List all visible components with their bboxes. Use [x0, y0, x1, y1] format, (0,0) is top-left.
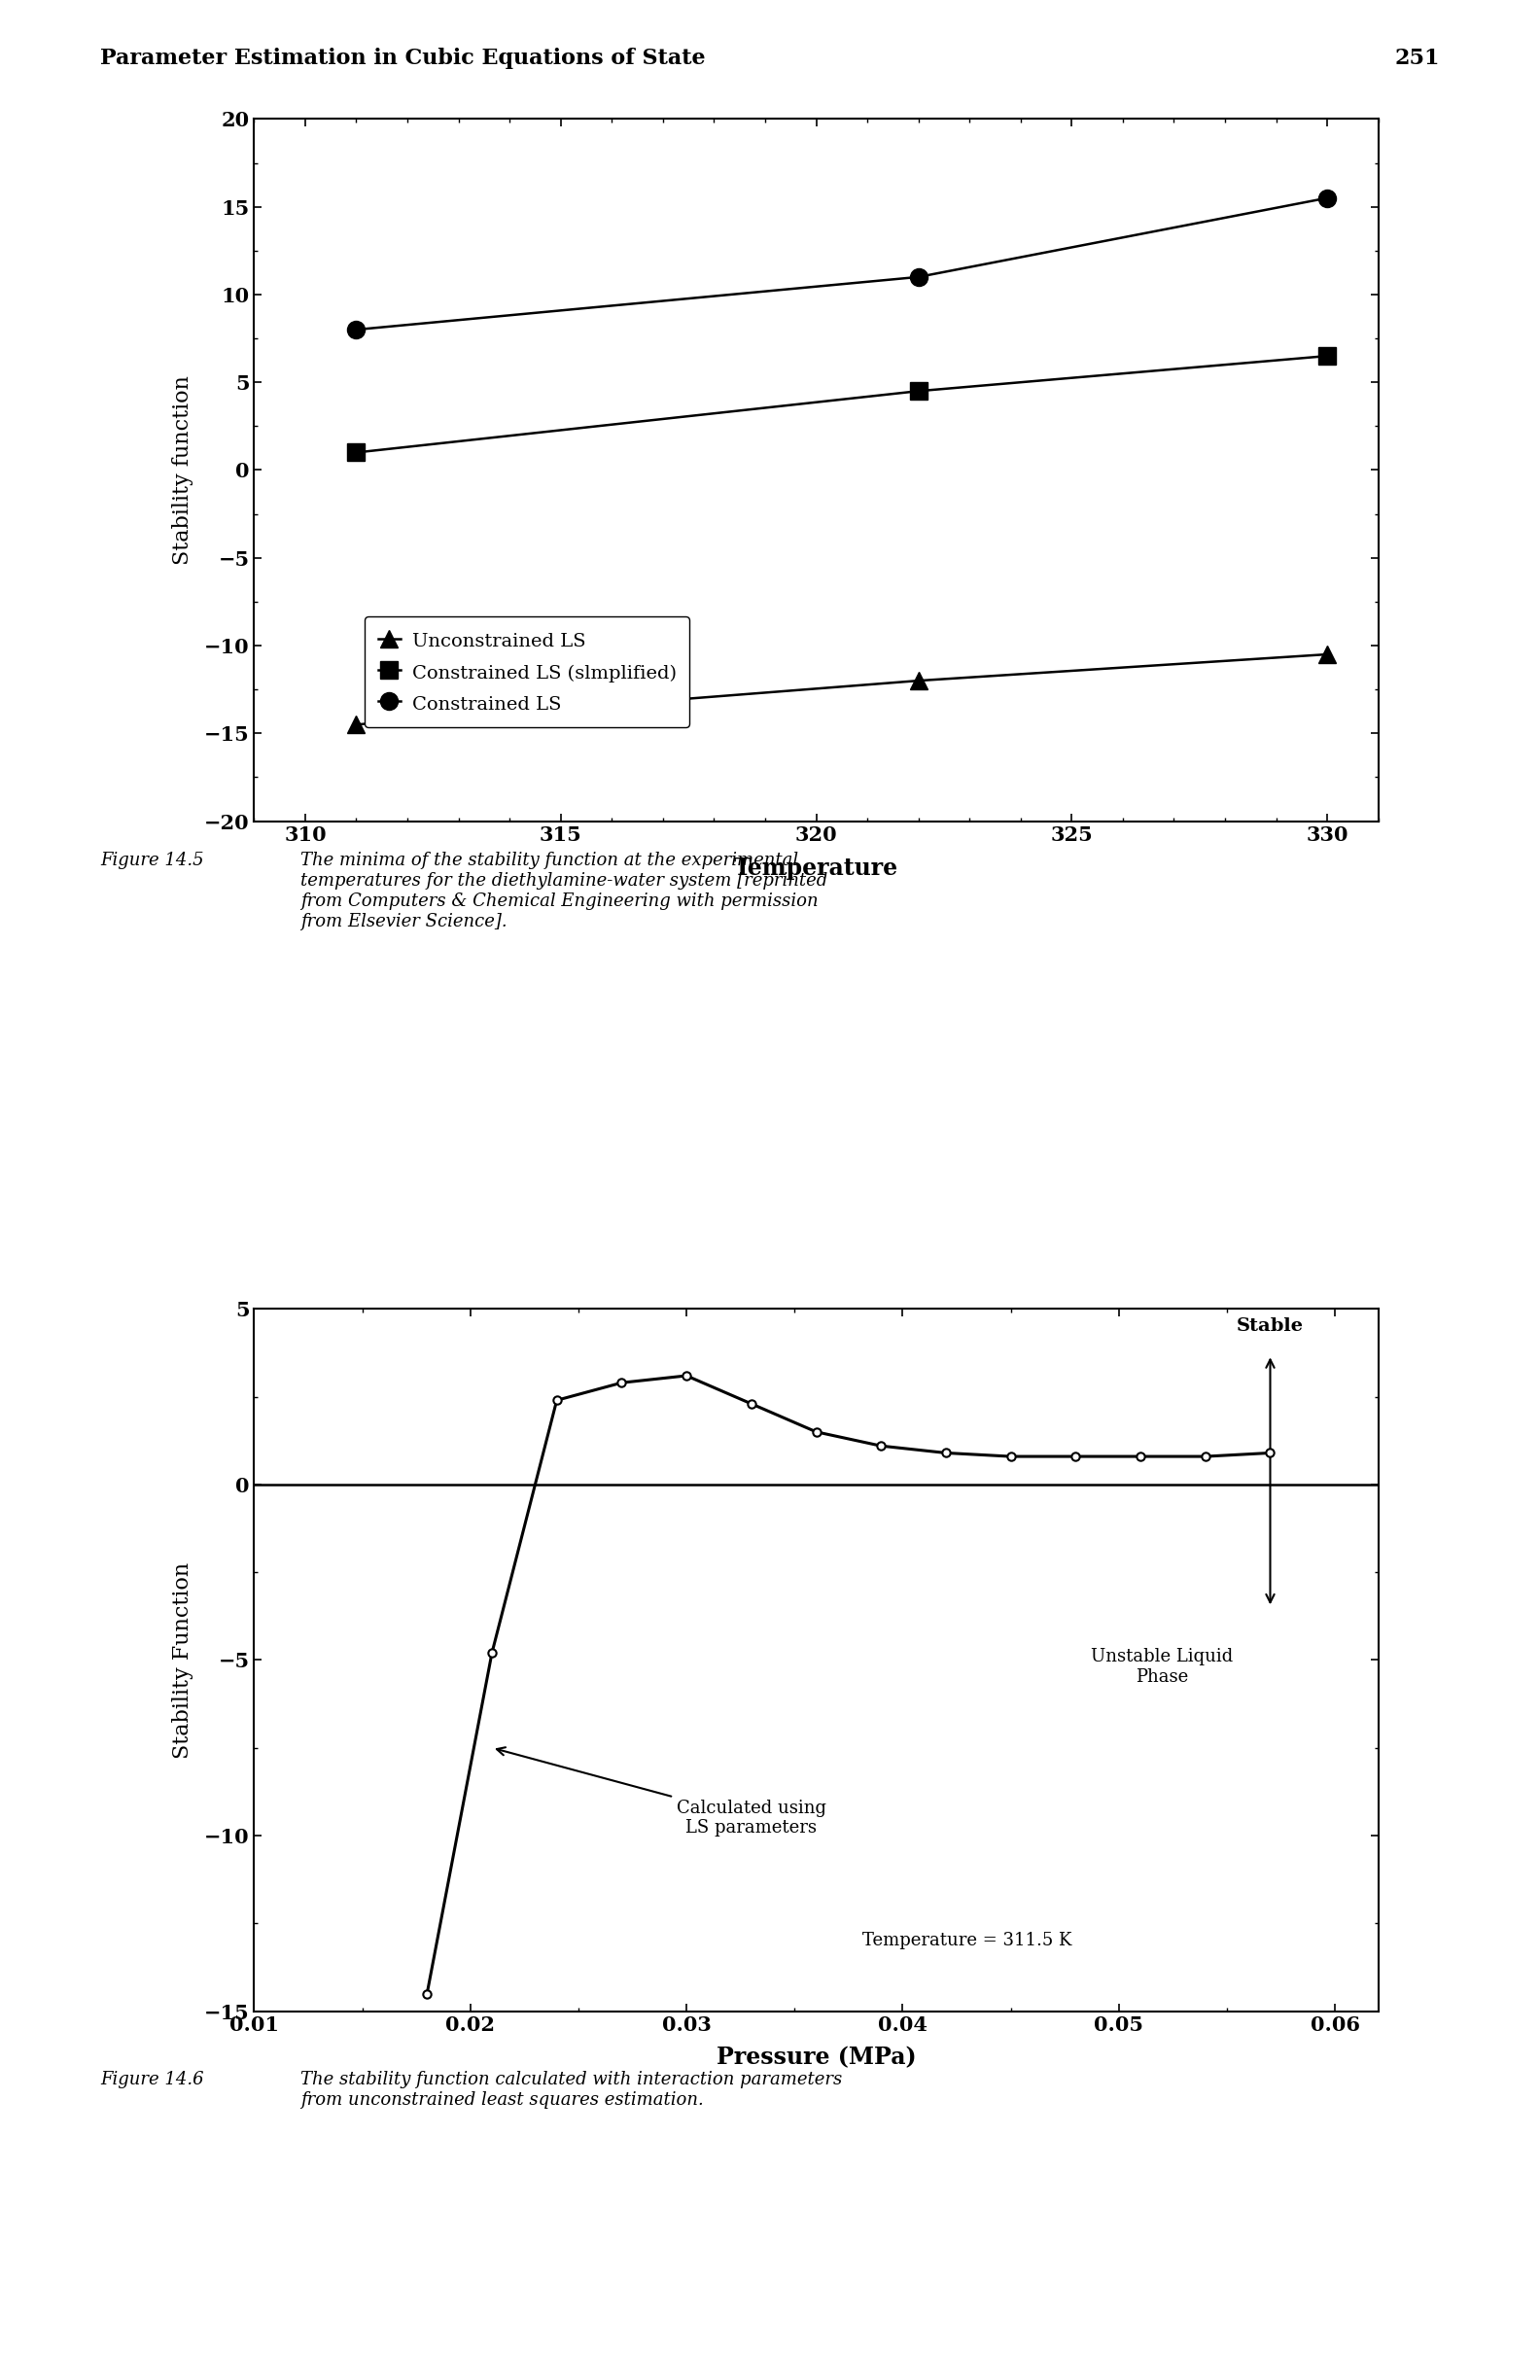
- Text: Parameter Estimation in Cubic Equations of State: Parameter Estimation in Cubic Equations …: [100, 48, 705, 69]
- X-axis label: Temperature: Temperature: [735, 857, 898, 878]
- Y-axis label: Stability Function: Stability Function: [172, 1561, 192, 1759]
- Text: Figure 14.6: Figure 14.6: [100, 2071, 203, 2087]
- X-axis label: Pressure (MPa): Pressure (MPa): [716, 2047, 916, 2068]
- Constrained LS (slmplified): [1318, 343, 1337, 371]
- Constrained LS (slmplified): [909, 376, 927, 405]
- Text: Calculated using
LS parameters: Calculated using LS parameters: [497, 1747, 825, 1837]
- Unconstrained LS: [909, 666, 927, 695]
- Line: Unconstrained LS: Unconstrained LS: [348, 645, 1337, 733]
- Constrained LS: [1318, 183, 1337, 212]
- Text: Unstable Liquid
Phase: Unstable Liquid Phase: [1090, 1649, 1234, 1685]
- Text: The stability function calculated with interaction parameters
from unconstrained: The stability function calculated with i…: [300, 2071, 842, 2109]
- Line: Constrained LS (slmplified): Constrained LS (slmplified): [348, 347, 1337, 462]
- Constrained LS (slmplified): [347, 438, 365, 466]
- Y-axis label: Stability function: Stability function: [172, 376, 192, 564]
- Legend: Unconstrained LS, Constrained LS (slmplified), Constrained LS: Unconstrained LS, Constrained LS (slmpli…: [365, 616, 690, 728]
- Constrained LS: [909, 262, 927, 290]
- Text: Temperature = 311.5 K: Temperature = 311.5 K: [862, 1933, 1072, 1949]
- Text: 251: 251: [1395, 48, 1440, 69]
- Unconstrained LS: [1318, 640, 1337, 669]
- Text: Stable: Stable: [1237, 1319, 1304, 1335]
- Text: Figure 14.5: Figure 14.5: [100, 852, 203, 869]
- Line: Constrained LS: Constrained LS: [348, 188, 1337, 338]
- Text: The minima of the stability function at the experimental
temperatures for the di: The minima of the stability function at …: [300, 852, 827, 931]
- Constrained LS: [347, 317, 365, 345]
- Unconstrained LS: [347, 709, 365, 738]
